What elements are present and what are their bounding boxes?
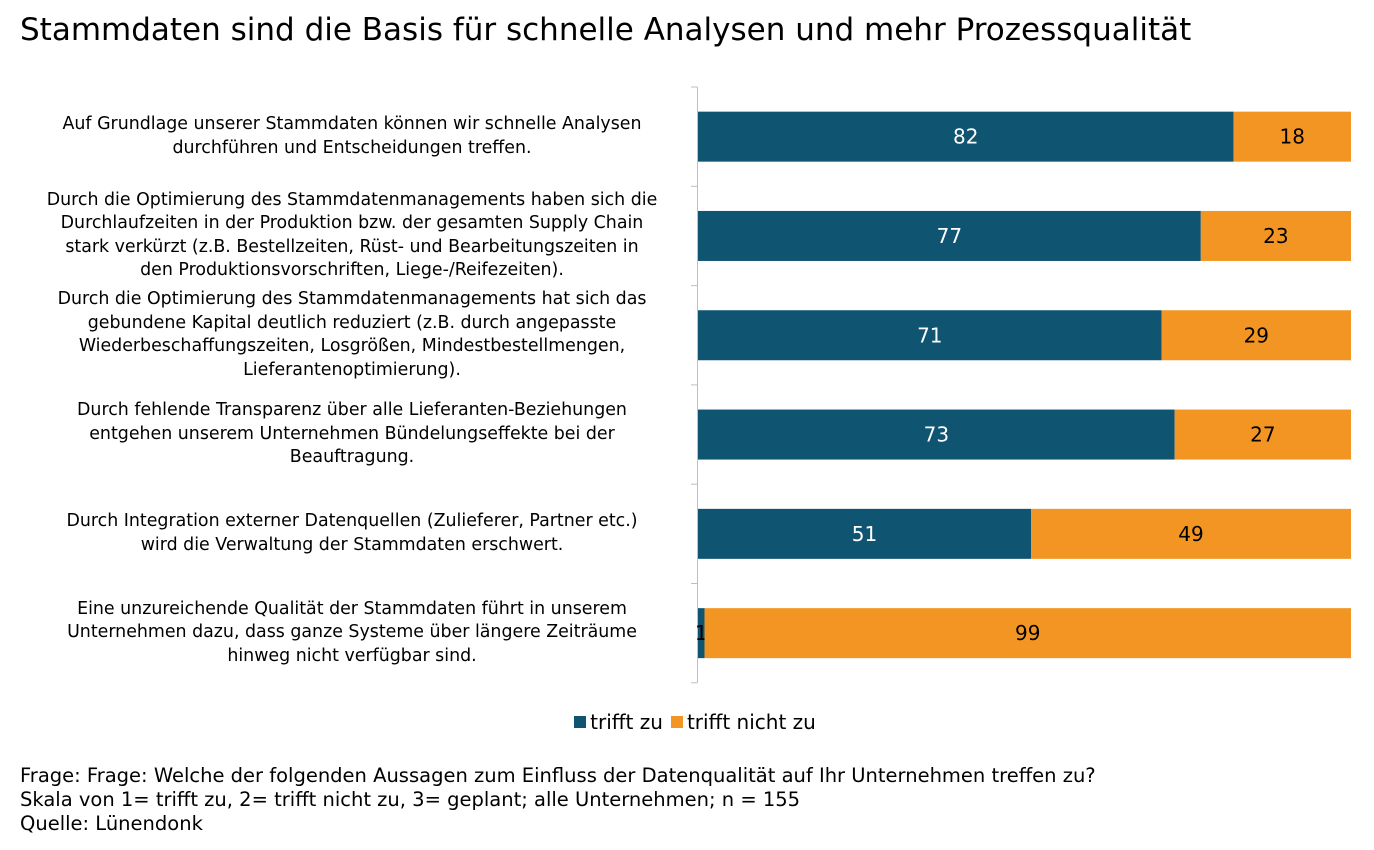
bar-trifft-nicht-zu bbox=[1174, 409, 1351, 460]
bar-trifft-zu bbox=[698, 111, 1234, 162]
bar-trifft-zu bbox=[698, 210, 1201, 261]
category-label-line: Beauftragung. bbox=[289, 447, 415, 468]
stacked-bar-chart: 82 18 77 23 71 29 73 27 51 49 1 99 bbox=[691, 86, 1351, 684]
category-label-line: Unternehmen dazu, dass ganze Systeme übe… bbox=[67, 622, 637, 643]
footnote-scale: Skala von 1= trifft zu, 2= trifft nicht … bbox=[20, 788, 801, 811]
category-label-line: Eine unzureichende Qualität der Stammdat… bbox=[77, 598, 627, 619]
data-label: 73 bbox=[924, 423, 949, 447]
category-label-line: Durch fehlende Transparenz über alle Lie… bbox=[77, 400, 627, 421]
chart-title: Stammdaten sind die Basis für schnelle A… bbox=[20, 12, 1192, 48]
bar-trifft-nicht-zu bbox=[1031, 508, 1351, 559]
chart-legend: trifft zu trifft nicht zu bbox=[0, 710, 1374, 734]
bar-trifft-nicht-zu bbox=[1233, 111, 1351, 162]
category-label-line: Auf Grundlage unserer Stammdaten können … bbox=[62, 114, 642, 134]
category-label: Auf Grundlage unserer Stammdaten können … bbox=[14, 87, 690, 186]
bar-trifft-zu bbox=[698, 409, 1175, 460]
data-label: 23 bbox=[1263, 224, 1288, 248]
category-label-line: den Produktionsvorschriften, Liege-/Reif… bbox=[140, 260, 564, 281]
category-label: Durch fehlende Transparenz über alle Lie… bbox=[14, 385, 690, 484]
footnote-source: Quelle: Lünendonk bbox=[20, 812, 203, 835]
data-label: 18 bbox=[1280, 125, 1305, 149]
category-label-line: Durch die Optimierung des Stammdatenmana… bbox=[46, 189, 658, 210]
bar-trifft-zu bbox=[698, 608, 705, 659]
category-label-line: entgehen unserem Unternehmen Bündelungse… bbox=[89, 423, 615, 444]
bar-trifft-nicht-zu bbox=[1200, 210, 1351, 261]
category-label-line: Wiederbeschaffungszeiten, Losgrößen, Min… bbox=[78, 336, 626, 357]
data-label: 1 bbox=[695, 621, 708, 645]
category-label-line: wird die Verwaltung der Stammdaten ersch… bbox=[140, 534, 564, 555]
category-label: Durch Integration externer Datenquellen … bbox=[14, 484, 690, 583]
data-label: 99 bbox=[1015, 621, 1040, 645]
category-label-line: durchführen und Entscheidungen treffen. bbox=[172, 137, 532, 158]
data-label: 27 bbox=[1250, 423, 1275, 447]
data-label: 82 bbox=[953, 125, 978, 149]
data-label: 77 bbox=[937, 224, 962, 248]
category-label-line: Durchlaufzeiten in der Produktion bzw. d… bbox=[60, 213, 644, 234]
category-label-line: Durch die Optimierung des Stammdatenmana… bbox=[57, 289, 647, 310]
data-label: 49 bbox=[1178, 522, 1203, 546]
category-label-line: gebundene Kapital deutlich reduziert (z.… bbox=[87, 312, 617, 333]
bar-trifft-nicht-zu bbox=[1161, 310, 1351, 361]
legend-swatch-trifft-zu bbox=[574, 716, 587, 728]
data-label: 29 bbox=[1244, 323, 1269, 347]
footnote-question: Frage: Frage: Welche der folgenden Aussa… bbox=[20, 764, 1096, 787]
bar-trifft-zu bbox=[698, 310, 1162, 361]
bar-trifft-nicht-zu bbox=[704, 608, 1351, 659]
category-label-line: Durch Integration externer Datenquellen … bbox=[66, 511, 638, 532]
category-label-line: stark verkürzt (z.B. Bestellzeiten, Rüst… bbox=[65, 236, 639, 257]
footnote: Frage: Frage: Welche der folgenden Aussa… bbox=[20, 764, 1096, 836]
legend-item-trifft-nicht-zu: trifft nicht zu bbox=[670, 710, 816, 734]
bar-trifft-zu bbox=[698, 508, 1032, 559]
category-label-line: Lieferantenoptimierung). bbox=[243, 359, 461, 380]
legend-item-trifft-zu: trifft zu bbox=[574, 710, 663, 734]
data-label: 51 bbox=[852, 522, 877, 546]
legend-label-trifft-zu: trifft zu bbox=[590, 710, 663, 734]
category-label: Durch die Optimierung des Stammdatenmana… bbox=[14, 286, 690, 385]
category-label: Durch die Optimierung des Stammdatenmana… bbox=[14, 186, 690, 285]
category-label-line: hinweg nicht verfügbar sind. bbox=[227, 645, 477, 666]
category-labels: Auf Grundlage unserer Stammdaten können … bbox=[0, 0, 692, 700]
legend-label-trifft-nicht-zu: trifft nicht zu bbox=[686, 710, 816, 734]
legend-swatch-trifft-nicht-zu bbox=[670, 716, 683, 728]
data-label: 71 bbox=[917, 323, 942, 347]
category-label: Eine unzureichende Qualität der Stammdat… bbox=[14, 584, 690, 683]
